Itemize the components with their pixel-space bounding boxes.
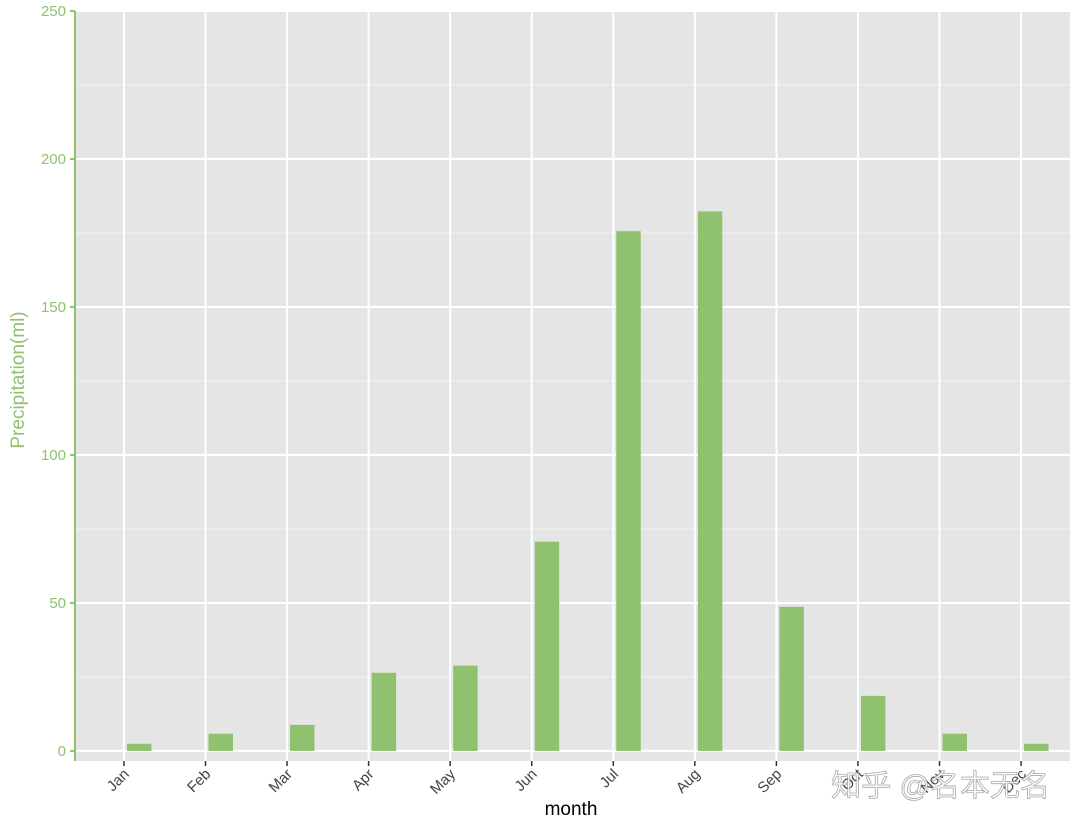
y-tick-label: 150 <box>41 299 66 316</box>
bar <box>616 231 641 751</box>
y-tick-label: 100 <box>41 447 66 464</box>
x-tick-label: Apr <box>349 766 378 795</box>
bar <box>208 733 233 751</box>
bar <box>1024 743 1049 751</box>
x-tick-label: Jan <box>104 766 133 795</box>
x-tick-label: Feb <box>184 766 214 796</box>
x-tick-label: Sep <box>754 766 785 797</box>
y-tick-label: 250 <box>41 3 66 20</box>
x-tick-label: Jul <box>597 766 623 792</box>
x-tick-label: May <box>427 765 459 797</box>
bar <box>860 695 886 751</box>
y-tick-label: 200 <box>41 151 66 168</box>
bar <box>697 211 723 751</box>
x-axis-label: month <box>545 799 598 820</box>
bar <box>779 606 804 751</box>
bar <box>453 665 478 751</box>
bar <box>371 672 397 751</box>
watermark: 知乎 @名本无名 <box>831 770 1050 803</box>
plot-panel <box>75 11 1070 761</box>
x-tick-label: Mar <box>266 766 296 796</box>
x-tick-label: Jun <box>511 766 540 795</box>
plot-layer: 0 50 100 150 200 250 Jan Feb Mar Apr May Jun Jul Aug S… <box>41 3 1070 798</box>
y-tick-label: 50 <box>49 595 66 612</box>
bar <box>534 541 560 751</box>
bar <box>290 724 315 751</box>
x-tick-label: Aug <box>673 766 704 797</box>
bar <box>126 743 152 751</box>
bar <box>942 733 967 751</box>
y-tick-label: 0 <box>58 743 66 760</box>
y-axis-label: Precipitation(ml) <box>8 311 29 448</box>
